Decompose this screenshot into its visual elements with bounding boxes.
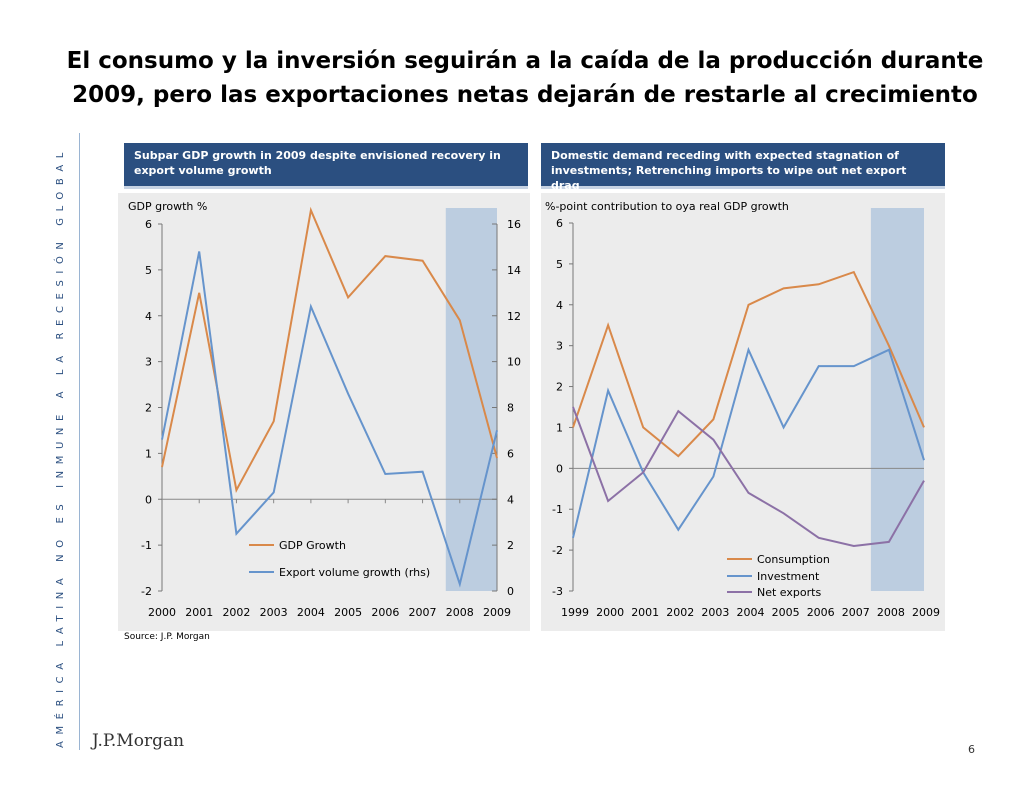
chart-1-y-tick-label: -1 — [141, 539, 152, 552]
chart-1-x-tick-label: 2000 — [148, 606, 176, 619]
chart-1-x-tick-label: 2009 — [483, 606, 511, 619]
chart-2-y-tick-label: -2 — [552, 544, 563, 557]
chart-1-y-tick-label: 3 — [145, 356, 152, 369]
chart-2-x-tick-label: 2007 — [842, 606, 870, 619]
jpmorgan-logo: J.P.Morgan — [92, 731, 185, 751]
chart-1-x-tick-label: 2003 — [260, 606, 288, 619]
chart-1-title: GDP growth % — [128, 200, 207, 213]
chart-1-legend-label: Export volume growth (rhs) — [279, 566, 430, 579]
chart-2-title: %-point contribution to oya real GDP gro… — [545, 200, 789, 213]
chart-1-x-tick-label: 2007 — [409, 606, 437, 619]
chart-2-y-tick-label: 4 — [556, 299, 563, 312]
chart-2-x-tick-label: 2003 — [701, 606, 729, 619]
chart-1-x-tick-label: 2008 — [446, 606, 474, 619]
chart-1-y2-tick-label: 8 — [507, 402, 514, 415]
chart-1-y2-tick-label: 2 — [507, 539, 514, 552]
chart-1-y2-tick-label: 6 — [507, 447, 514, 460]
page-number: 6 — [968, 743, 975, 756]
chart-2-series-line-1 — [572, 270, 925, 458]
chart-1-x-tick-label: 2002 — [222, 606, 250, 619]
chart-2-y-tick-label: 0 — [556, 462, 563, 475]
source-note: Source: J.P. Morgan — [124, 632, 210, 642]
chart-1-y2-tick-label: 10 — [507, 356, 521, 369]
chart-1-y2-tick-label: 14 — [507, 264, 521, 277]
chart-1-x-tick-label: 2001 — [185, 606, 213, 619]
chart-1-y-tick-label: 0 — [145, 493, 152, 506]
page-title: El consumo y la inversión seguirán a la … — [66, 48, 984, 108]
chart-2-y-tick-label: 2 — [556, 381, 563, 394]
chart-1-y2-tick-label: 16 — [507, 218, 521, 231]
chart-2-forecast-band — [870, 208, 924, 591]
chart-2-y-tick-label: 6 — [556, 217, 563, 230]
chart-1-y-tick-label: 4 — [145, 310, 152, 323]
side-divider — [79, 133, 80, 750]
chart-1-y2-tick-label: 12 — [507, 310, 521, 323]
chart-2-x-tick-label: 1999 — [561, 606, 589, 619]
chart-1-y-tick-label: -2 — [141, 585, 152, 598]
chart-2-x-tick-label: 2006 — [807, 606, 835, 619]
chart-2-header: Domestic demand receding with expected s… — [541, 143, 945, 192]
chart-1-y-tick-label: 6 — [145, 218, 152, 231]
chart-1-y2-tick-label: 4 — [507, 493, 514, 506]
chart-2-legend-label: Investment — [757, 570, 820, 583]
chart-2-y-tick-label: -3 — [552, 585, 563, 598]
chart-2-x-tick-label: 2002 — [666, 606, 694, 619]
chart-1-series-line-2 — [161, 251, 498, 588]
chart-2-x-tick-label: 2008 — [877, 606, 905, 619]
chart-2-y-tick-label: 1 — [556, 421, 563, 434]
chart-1-y-tick-label: 1 — [145, 447, 152, 460]
chart-2-y-tick-label: 3 — [556, 340, 563, 353]
chart-2-x-tick-label: 2004 — [737, 606, 765, 619]
chart-1-x-tick-label: 2006 — [371, 606, 399, 619]
chart-2-y-tick-label: 5 — [556, 258, 563, 271]
chart-1-header: Subpar GDP growth in 2009 despite envisi… — [124, 143, 528, 189]
chart-2-y-tick-label: -1 — [552, 503, 563, 516]
chart-2-series-line-2 — [572, 346, 925, 539]
chart-2-series-line-3 — [572, 406, 925, 548]
chart-1-forecast-band — [445, 208, 497, 591]
chart-1-y-tick-label: 5 — [145, 264, 152, 277]
chart-2-x-tick-label: 2005 — [772, 606, 800, 619]
chart-1-y2-tick-label: 0 — [507, 585, 514, 598]
chart-1-legend-label: GDP Growth — [279, 539, 346, 552]
chart-1-x-tick-label: 2005 — [334, 606, 362, 619]
chart-2-legend-label: Net exports — [757, 586, 821, 599]
chart-2-legend-label: Consumption — [757, 553, 830, 566]
chart-1-y-tick-label: 2 — [145, 402, 152, 415]
chart-2-x-tick-label: 2009 — [912, 606, 940, 619]
chart-1-x-tick-label: 2004 — [297, 606, 325, 619]
chart-2-x-tick-label: 2000 — [596, 606, 624, 619]
chart-2-x-tick-label: 2001 — [631, 606, 659, 619]
